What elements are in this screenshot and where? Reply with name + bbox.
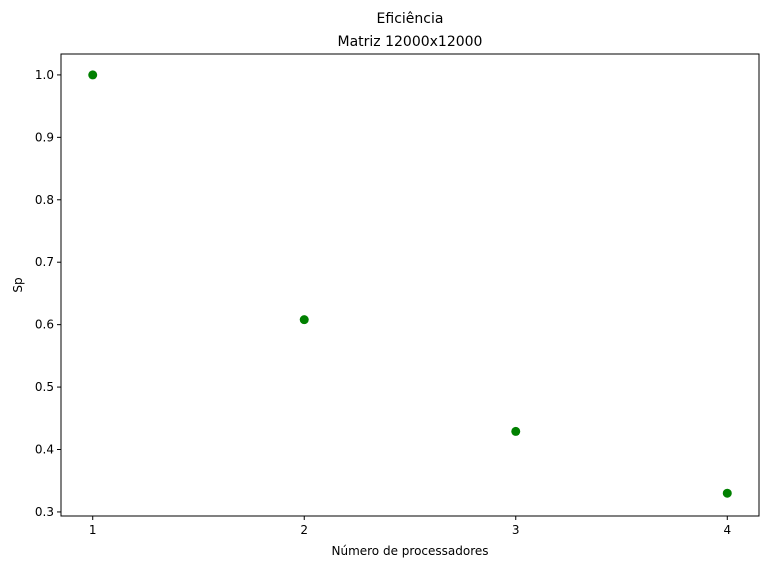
y-tick-label: 0.7 [35, 255, 54, 269]
chart-title-line-2: Matriz 12000x12000 [338, 34, 483, 50]
x-tick-label: 1 [89, 523, 97, 537]
x-tick-label: 3 [512, 523, 520, 537]
data-point [511, 426, 521, 436]
y-tick-label: 0.6 [35, 318, 54, 332]
data-point [299, 315, 309, 325]
x-tick-label: 2 [300, 523, 308, 537]
y-axis-ticks: 0.3 0.4 0.5 0.6 0.7 0.8 0.9 1.0 [35, 68, 61, 519]
x-axis-label: Número de processadores [331, 544, 488, 558]
y-axis-label: Sp [11, 277, 25, 292]
y-tick-label: 0.3 [35, 505, 54, 519]
x-axis-ticks: 1 2 3 4 [89, 516, 731, 537]
chart-title-line-1: Eficiência [377, 11, 444, 27]
y-tick-label: 0.9 [35, 130, 54, 144]
data-points [88, 70, 732, 498]
y-tick-label: 0.8 [35, 193, 54, 207]
y-tick-label: 0.4 [35, 443, 54, 457]
x-tick-label: 4 [723, 523, 731, 537]
data-point [722, 488, 732, 498]
plot-area-frame [60, 53, 760, 517]
y-tick-label: 0.5 [35, 380, 54, 394]
y-tick-label: 1.0 [35, 68, 54, 82]
data-point [88, 70, 98, 80]
